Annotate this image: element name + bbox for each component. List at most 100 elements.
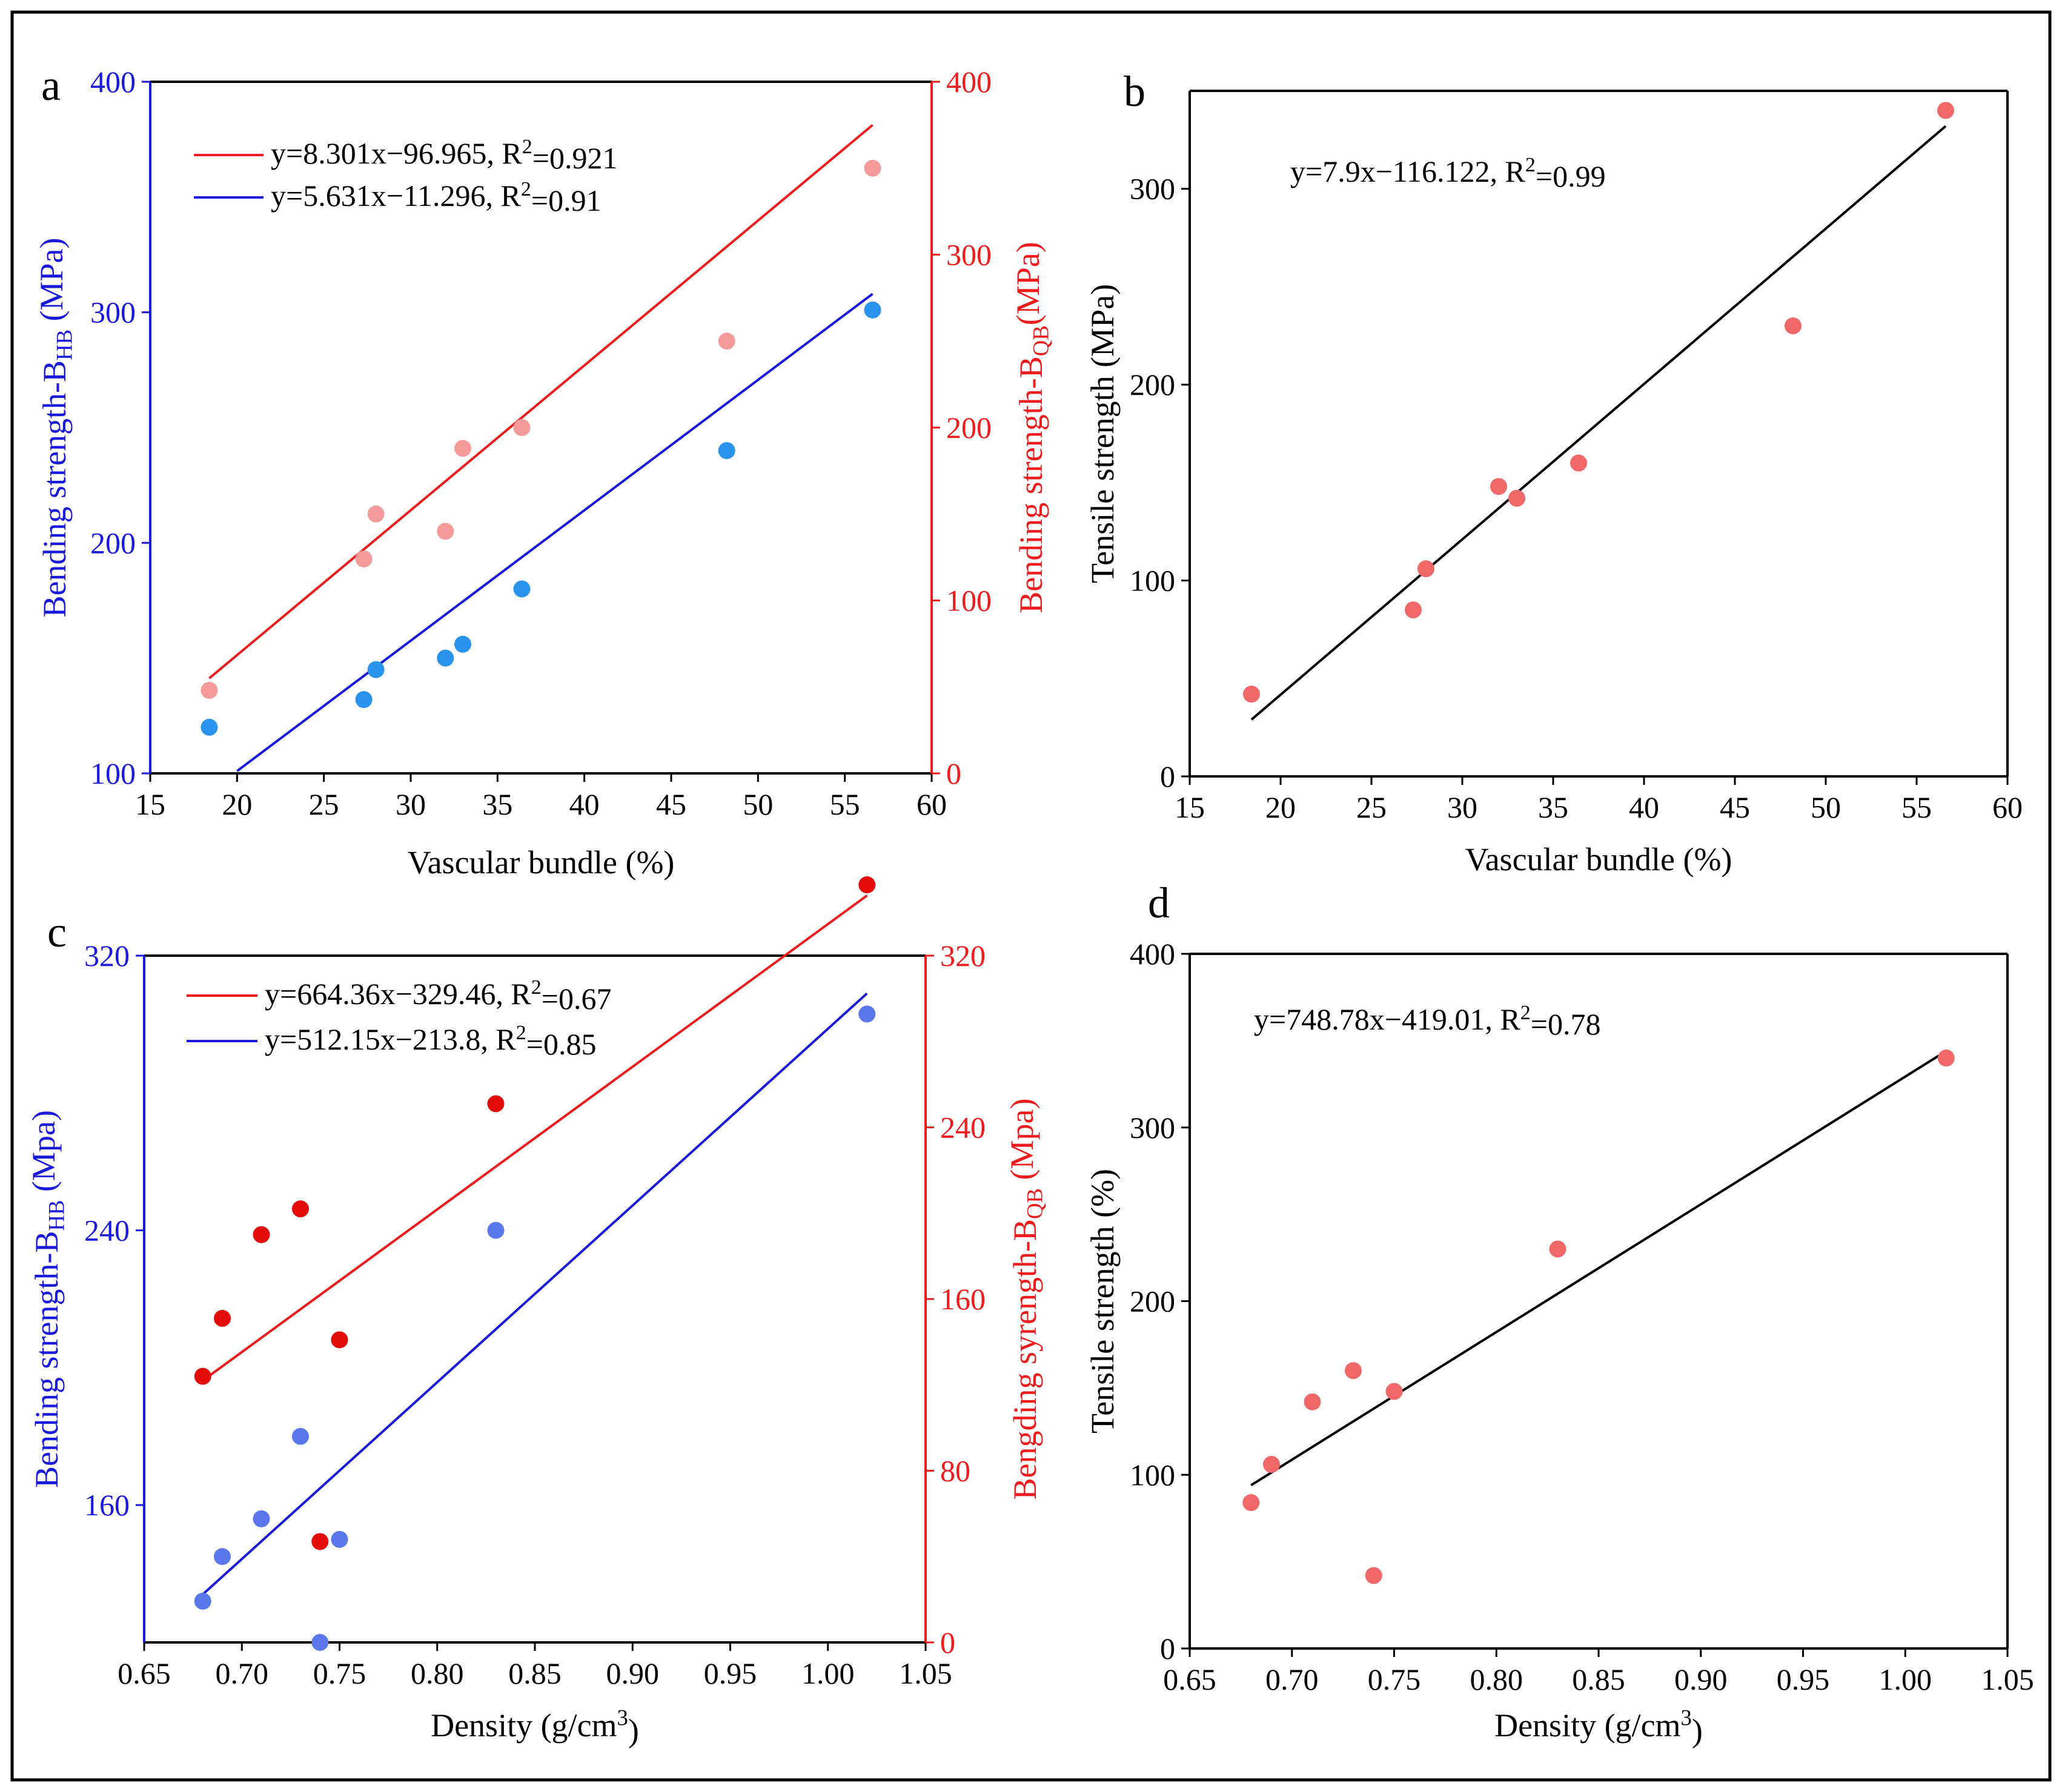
legend-equation-tail: =0.78	[1531, 1007, 1601, 1041]
x-tick-label: 0.90	[1674, 1662, 1728, 1696]
x-tick-label: 55	[1901, 790, 1932, 824]
x-tick-label: 45	[656, 787, 686, 821]
data-point	[311, 1634, 329, 1651]
figure-frame	[10, 10, 2052, 1782]
panel-label: a	[41, 61, 61, 110]
data-point	[1417, 560, 1434, 578]
data-point	[292, 1200, 309, 1218]
fit-line	[1250, 1050, 1947, 1487]
x-tick-label: 20	[222, 787, 252, 821]
x-tick-label: 0.95	[1777, 1662, 1830, 1696]
y-axis-label-right-unit: (MPa)	[1010, 242, 1046, 325]
data-point	[214, 1548, 231, 1566]
data-point	[718, 442, 735, 460]
x-tick-label: 20	[1265, 790, 1296, 824]
x-tick-label: 0.65	[1163, 1662, 1216, 1696]
y-tick-label-right: 200	[946, 411, 992, 445]
y-tick-label-left: 200	[90, 526, 136, 560]
x-axis-label: Density (g/cm3)	[1494, 1705, 1703, 1749]
x-axis-label-main: Density (g/cm	[1494, 1707, 1680, 1744]
data-point	[1937, 1050, 1955, 1067]
x-tick-label: 0.70	[216, 1656, 269, 1690]
data-point	[718, 332, 735, 350]
data-point	[1508, 489, 1525, 507]
legend-equation-tail: =0.91	[531, 183, 602, 217]
data-point	[292, 1427, 309, 1445]
data-point	[331, 1331, 348, 1349]
data-point	[367, 661, 385, 678]
x-tick-label: 0.70	[1265, 1662, 1319, 1696]
legend-equation-main: y=664.36x−329.46, R	[265, 977, 531, 1011]
x-tick-label: 55	[830, 787, 860, 821]
y-tick-label-right: 0	[946, 756, 961, 790]
legend-equation-sup: 2	[1520, 1002, 1531, 1024]
y-tick-label-right: 160	[940, 1282, 986, 1316]
x-tick-label: 40	[1629, 790, 1659, 824]
y-tick-label-right: 320	[940, 939, 986, 973]
data-point	[194, 1592, 211, 1610]
data-point	[487, 1095, 505, 1113]
y-tick-label-left: 400	[90, 65, 136, 99]
legend-equation: y=7.9x−116.122, R2=0.99	[1290, 154, 1606, 193]
y-axis-label-left: Tensile strength (%)	[1084, 1169, 1121, 1433]
data-point	[1385, 1383, 1403, 1400]
y-axis-label-left-sub: HB	[51, 329, 76, 360]
x-tick-label: 1.00	[1879, 1662, 1932, 1696]
data-point	[201, 681, 218, 699]
x-tick-label: 0.75	[313, 1656, 366, 1690]
y-tick-label-left: 200	[1130, 1284, 1175, 1318]
y-tick-label-left: 320	[84, 939, 130, 973]
fit-line	[1250, 125, 1947, 721]
data-point	[1405, 601, 1422, 619]
y-axis-label-right-sub: QB	[1028, 325, 1053, 356]
data-point	[1345, 1362, 1362, 1380]
data-point	[1263, 1456, 1280, 1473]
panel-label: c	[47, 908, 67, 956]
legend-equation: y=5.631x−11.296, R2=0.91	[271, 178, 602, 217]
data-point	[194, 1367, 211, 1385]
y-axis-label-right: Bending strength-BQB(MPa)	[1010, 242, 1053, 613]
y-tick-label-left: 100	[1130, 564, 1175, 598]
x-tick-label: 30	[396, 787, 426, 821]
data-point	[864, 159, 881, 177]
y-tick-label-left: 0	[1160, 759, 1175, 793]
legend-equation: y=512.15x−213.8, R2=0.85	[265, 1022, 596, 1061]
data-point	[253, 1510, 270, 1527]
panel-b: b 15 20 25 30 35 40 45 50 55 60 0 100 200 300 Vascular …	[1084, 67, 2023, 878]
x-tick-label: 1.05	[899, 1656, 952, 1690]
data-point	[487, 1222, 505, 1239]
fit-line	[236, 293, 874, 772]
x-axis-label-tail: )	[628, 1713, 639, 1749]
legend-equation: y=664.36x−329.46, R2=0.67	[265, 976, 611, 1016]
data-point	[437, 523, 454, 540]
data-point	[253, 1226, 270, 1243]
data-point	[1549, 1240, 1566, 1258]
data-point	[201, 718, 218, 736]
data-point	[1937, 102, 1954, 119]
legend-equation-tail: =0.99	[1536, 159, 1606, 193]
legend-equation-tail: =0.921	[532, 141, 618, 175]
legend-equation-main: y=748.78x−419.01, R	[1254, 1002, 1520, 1036]
x-tick-label: 35	[482, 787, 512, 821]
data-point	[864, 301, 881, 319]
x-axis-label: Density (g/cm3)	[431, 1705, 639, 1749]
x-tick-label: 60	[917, 787, 947, 821]
data-point	[454, 440, 471, 457]
y-axis-label-left-sub: HB	[44, 1200, 68, 1231]
y-axis-label-left: Bending strength-BHB (Mpa)	[25, 1110, 68, 1488]
y-tick-label-left: 300	[1130, 1111, 1175, 1145]
panel-a: a 15 20 25 30 35 40 45 50 55 60 100 200 300 400 0 100 200…	[33, 61, 1053, 881]
data-point	[1785, 317, 1802, 335]
x-axis-label-sup: 3	[1681, 1705, 1692, 1730]
x-tick-label: 0.95	[704, 1656, 757, 1690]
y-axis-label-left-main: Bending strength-B	[36, 360, 73, 617]
legend-equation-sup: 2	[1525, 154, 1536, 176]
y-tick-label-right: 300	[946, 238, 992, 272]
data-point	[1570, 454, 1587, 472]
y-axis-label-left: Bending strength-BHB (MPa)	[33, 238, 76, 618]
x-tick-label: 50	[743, 787, 773, 821]
x-tick-label: 15	[1175, 790, 1205, 824]
y-axis-label-right: Bengding syrength-BQB (Mpa)	[1004, 1099, 1047, 1500]
legend-equation-main: y=7.9x−116.122, R	[1290, 154, 1526, 188]
